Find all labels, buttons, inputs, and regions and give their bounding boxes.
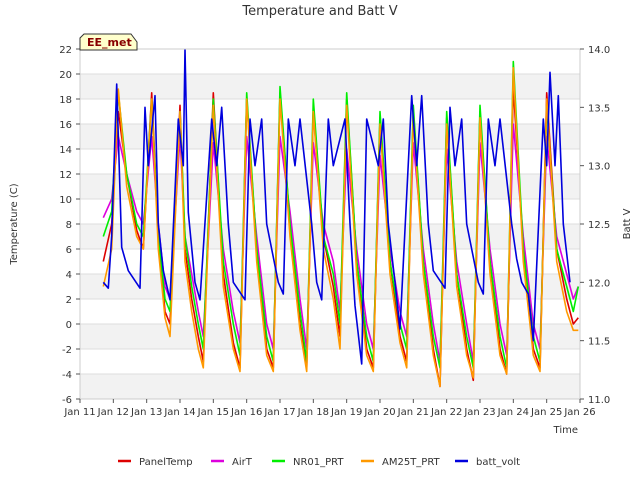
- band: [80, 374, 580, 399]
- y-tick-label: 20: [59, 70, 72, 81]
- series-layer: [102, 49, 580, 388]
- x-tick-label: Jan 15: [197, 407, 229, 418]
- y-tick-label: 6: [66, 245, 72, 256]
- chart-title: Temperature and Batt V: [241, 4, 397, 19]
- y-tick-label: -2: [62, 345, 72, 356]
- y-tick-label: 0: [66, 320, 72, 331]
- x-tick-label: Jan 11: [63, 407, 95, 418]
- y2-tick-label: 13.0: [588, 162, 610, 173]
- legend-label: PanelTemp: [139, 457, 193, 468]
- x-axis: Jan 11 Jan 12 Jan 13 Jan 14 Jan 15 Jan 16 Jan …: [63, 399, 596, 418]
- legend: PanelTemp AirT NR01_PRT AM25T_PRT batt_volt: [118, 457, 520, 468]
- y-tick-label: -6: [62, 395, 72, 406]
- legend-label: AM25T_PRT: [382, 457, 441, 468]
- y2-axis-label: Batt V: [622, 208, 633, 239]
- site-badge-label: EE_met: [87, 36, 132, 49]
- x-tick-label: Jan 26: [563, 407, 595, 418]
- y2-tick-label: 13.5: [588, 103, 610, 114]
- band: [80, 174, 580, 199]
- y2-tick-label: 11.0: [588, 395, 610, 406]
- y-axis-right: 11.0 11.5 12.0 12.5 13.0 13.5 14.0: [580, 45, 610, 406]
- x-tick-label: Jan 25: [530, 407, 562, 418]
- y-tick-label: 14: [59, 145, 72, 156]
- legend-label: NR01_PRT: [293, 457, 344, 468]
- x-tick-label: Jan 14: [163, 407, 195, 418]
- series-line-am25t-prt: [102, 67, 579, 388]
- x-tick-label: Jan 22: [430, 407, 462, 418]
- x-tick-label: Jan 13: [130, 407, 162, 418]
- y-tick-label: 8: [66, 220, 72, 231]
- x-tick-label: Jan 23: [463, 407, 495, 418]
- y-tick-label: 2: [66, 295, 72, 306]
- x-tick-label: Jan 16: [230, 407, 262, 418]
- y-tick-label: 4: [66, 270, 72, 281]
- y2-tick-label: 12.0: [588, 278, 610, 289]
- y-tick-label: -4: [62, 370, 72, 381]
- y2-tick-label: 14.0: [588, 45, 610, 56]
- legend-label: AirT: [232, 457, 253, 468]
- y-tick-label: 10: [59, 195, 72, 206]
- series-line-batt-volt: [102, 49, 571, 365]
- x-axis-label: Time: [553, 425, 578, 436]
- x-tick-label: Jan 18: [297, 407, 329, 418]
- y-tick-label: 22: [59, 45, 72, 56]
- y2-tick-label: 12.5: [588, 220, 610, 231]
- y2-tick-label: 11.5: [588, 337, 610, 348]
- legend-label: batt_volt: [476, 457, 520, 468]
- y-axis-left: -6 -4 -2 0 2 4 6 8 10 12 14 16 18 20 22: [59, 45, 80, 406]
- y-tick-label: 18: [59, 95, 72, 106]
- site-badge: EE_met: [79, 33, 138, 51]
- band: [80, 224, 580, 249]
- y-tick-label: 16: [59, 120, 72, 131]
- y-axis-label: Temperature (C): [9, 183, 20, 265]
- x-tick-label: Jan 17: [263, 407, 295, 418]
- x-tick-label: Jan 12: [97, 407, 129, 418]
- x-tick-label: Jan 19: [330, 407, 362, 418]
- band: [80, 74, 580, 99]
- y-tick-label: 12: [59, 170, 72, 181]
- x-tick-label: Jan 24: [497, 407, 529, 418]
- x-tick-label: Jan 21: [397, 407, 429, 418]
- x-tick-label: Jan 20: [363, 407, 395, 418]
